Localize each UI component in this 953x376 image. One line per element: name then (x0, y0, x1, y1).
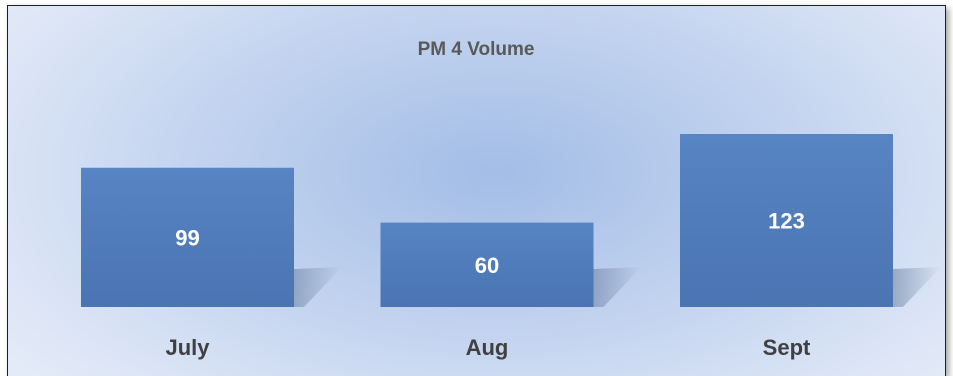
bar-aug (380, 222, 594, 307)
bar-shadow (593, 267, 642, 307)
bar-shadow (893, 267, 941, 307)
bar-chart: PM 4 Volume 99 60 123 July Aug Sept (81, 39, 941, 360)
bar-sept (680, 134, 893, 307)
category-label-july: July (165, 335, 210, 360)
bar-shadow (294, 267, 342, 307)
value-label-july: 99 (175, 225, 199, 250)
category-label-sept: Sept (763, 335, 811, 360)
value-label-aug: 60 (475, 253, 499, 278)
chart-title: PM 4 Volume (418, 39, 535, 60)
category-label-aug: Aug (466, 335, 509, 360)
value-label-sept: 123 (768, 209, 805, 234)
chart-area: PM 4 Volume 99 60 123 July Aug Sept (7, 5, 946, 376)
bar-july (81, 167, 294, 307)
